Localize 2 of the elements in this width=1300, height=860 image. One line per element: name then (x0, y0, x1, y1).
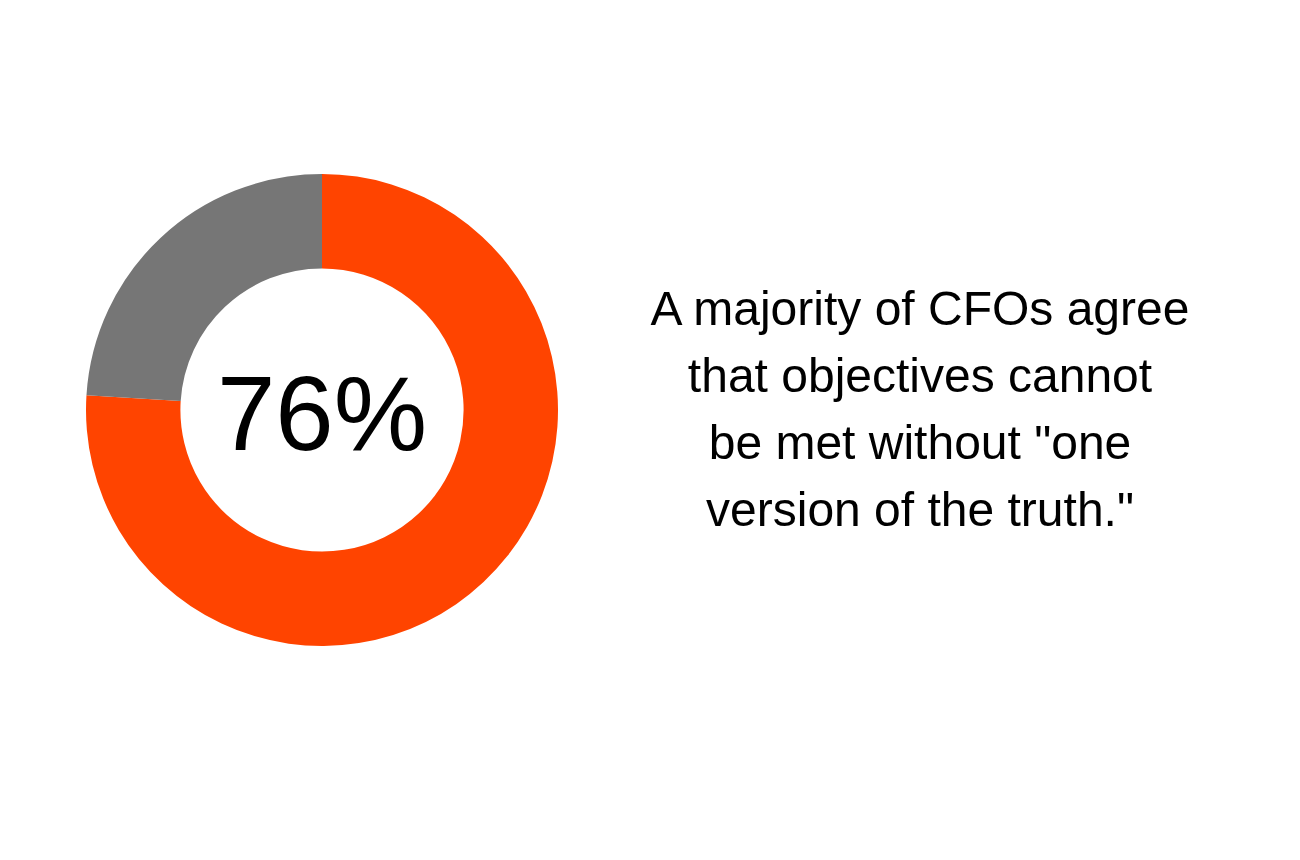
data-label: 76% (216, 355, 428, 472)
text: A majority of CFOs agree that objectives cannot be met without "one version of the truth." (649, 281, 1191, 538)
